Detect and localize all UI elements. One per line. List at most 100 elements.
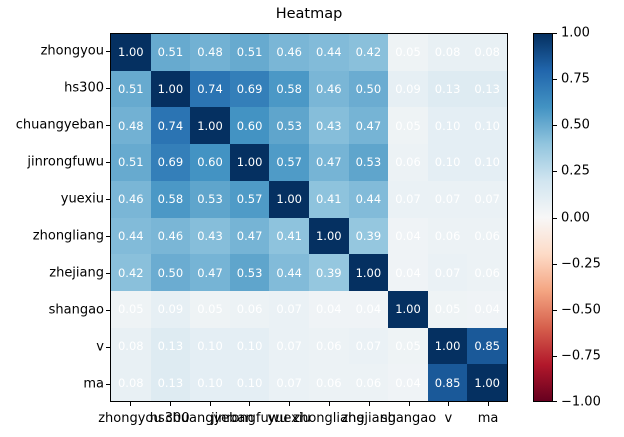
heatmap-cell: 0.07 bbox=[269, 290, 309, 328]
x-tick-label: ma bbox=[477, 411, 499, 426]
heatmap-cell: 0.04 bbox=[388, 217, 428, 255]
axis-tick bbox=[130, 402, 131, 406]
axis-tick bbox=[553, 79, 557, 80]
axis-tick bbox=[369, 402, 370, 406]
x-tick-label: yuexiu bbox=[267, 411, 311, 426]
colorbar-tick-label: −0.75 bbox=[561, 348, 601, 364]
heatmap-cell: 1.00 bbox=[150, 70, 191, 108]
heatmap-cell: 0.09 bbox=[388, 70, 428, 108]
heatmap-cell: 0.60 bbox=[190, 144, 230, 181]
axis-tick bbox=[210, 402, 211, 406]
heatmap-cell: 0.04 bbox=[388, 254, 428, 291]
y-tick-label: shangao bbox=[48, 302, 104, 318]
heatmap-cell: 0.57 bbox=[269, 144, 309, 181]
heatmap-cell: 1.00 bbox=[269, 180, 309, 218]
heatmap-cell: 0.41 bbox=[269, 217, 309, 255]
heatmap-cell: 0.05 bbox=[388, 107, 428, 145]
heatmap-cell: 0.04 bbox=[467, 290, 507, 328]
colorbar-tick-label: 0.00 bbox=[561, 210, 590, 225]
heatmap-cell: 0.46 bbox=[269, 34, 309, 71]
heatmap-cell: 0.50 bbox=[348, 70, 389, 108]
axis-tick bbox=[106, 347, 110, 348]
chart-title: Heatmap bbox=[275, 6, 343, 22]
heatmap-cell: 1.00 bbox=[229, 144, 270, 181]
heatmap-cell: 0.42 bbox=[111, 254, 151, 291]
heatmap-cell: 0.04 bbox=[308, 290, 349, 328]
heatmap-cell: 0.05 bbox=[427, 290, 468, 328]
axis-tick bbox=[553, 356, 557, 357]
heatmap-cell: 0.39 bbox=[308, 254, 349, 291]
heatmap-cell: 0.10 bbox=[467, 107, 507, 145]
heatmap-cell: 0.51 bbox=[150, 34, 191, 71]
heatmap-cell: 0.05 bbox=[111, 290, 151, 328]
heatmap-cell: 0.07 bbox=[427, 180, 468, 218]
y-tick-label: zhejiang bbox=[49, 265, 104, 281]
y-tick-label: yuexiu bbox=[60, 191, 104, 207]
heatmap-cell: 0.44 bbox=[348, 180, 389, 218]
heatmap-cell: 0.53 bbox=[229, 254, 270, 291]
colorbar-tick-label: −1.00 bbox=[561, 394, 601, 410]
heatmap-cell: 1.00 bbox=[308, 217, 349, 255]
heatmap-cell: 0.05 bbox=[388, 34, 428, 71]
heatmap-cell: 0.07 bbox=[269, 327, 309, 365]
heatmap-cell: 0.13 bbox=[427, 70, 468, 108]
x-tick-label: zhongyou bbox=[98, 411, 162, 426]
axis-tick bbox=[553, 218, 557, 219]
heatmap-cell: 0.85 bbox=[427, 364, 468, 401]
x-tick-label: zhejiang bbox=[341, 411, 397, 426]
heatmap-cell: 0.10 bbox=[190, 364, 230, 401]
y-tick-label: jinrongfuwu bbox=[27, 154, 104, 170]
heatmap-cell: 0.09 bbox=[150, 290, 191, 328]
colorbar-tick-label: −0.25 bbox=[561, 256, 601, 272]
heatmap-cell: 0.07 bbox=[348, 327, 389, 365]
heatmap-cell: 0.06 bbox=[308, 364, 349, 401]
heatmap-cell: 0.51 bbox=[111, 70, 151, 108]
heatmap-cell: 1.00 bbox=[467, 364, 507, 401]
x-tick-label: shangao bbox=[380, 411, 437, 426]
y-tick-label: hs300 bbox=[64, 80, 104, 96]
heatmap-cell: 0.10 bbox=[467, 144, 507, 181]
heatmap-cell: 0.53 bbox=[190, 180, 230, 218]
heatmap-cell: 0.13 bbox=[467, 70, 507, 108]
axis-tick bbox=[553, 401, 557, 402]
heatmap-cell: 0.60 bbox=[229, 107, 270, 145]
colorbar-tick-label: 0.25 bbox=[561, 163, 590, 179]
x-tick-label: chuangyeban bbox=[165, 411, 254, 426]
heatmap-cell: 0.85 bbox=[467, 327, 507, 365]
heatmap-cell: 0.53 bbox=[348, 144, 389, 181]
heatmap-cell: 0.06 bbox=[467, 254, 507, 291]
heatmap-cell: 0.44 bbox=[111, 217, 151, 255]
heatmap-cell: 0.69 bbox=[229, 70, 270, 108]
axis-tick bbox=[488, 402, 489, 406]
heatmap-cell: 1.00 bbox=[427, 327, 468, 365]
heatmap-cell: 0.58 bbox=[150, 180, 191, 218]
axis-tick bbox=[106, 125, 110, 126]
axis-tick bbox=[329, 402, 330, 406]
heatmap-cell: 0.41 bbox=[308, 180, 349, 218]
heatmap-cell: 0.69 bbox=[150, 144, 191, 181]
colorbar-tick-label: 0.50 bbox=[561, 117, 590, 133]
heatmap-cell: 0.06 bbox=[308, 327, 349, 365]
axis-tick bbox=[553, 310, 557, 311]
heatmap-cell: 0.08 bbox=[427, 34, 468, 71]
heatmap-cell: 1.00 bbox=[111, 34, 151, 71]
heatmap-cell: 0.48 bbox=[111, 107, 151, 145]
heatmap-cell: 0.39 bbox=[348, 217, 389, 255]
heatmap-cell: 0.04 bbox=[348, 290, 389, 328]
y-tick-label: zhongliang bbox=[32, 228, 104, 244]
heatmap-cell: 0.05 bbox=[388, 327, 428, 365]
axis-tick bbox=[106, 199, 110, 200]
heatmap-cell: 0.07 bbox=[427, 254, 468, 291]
heatmap-cell: 0.06 bbox=[229, 290, 270, 328]
axis-tick bbox=[106, 88, 110, 89]
heatmap-cell: 0.06 bbox=[348, 364, 389, 401]
heatmap-cell: 0.05 bbox=[190, 290, 230, 328]
heatmap-cell: 0.08 bbox=[111, 364, 151, 401]
heatmap-cell: 0.10 bbox=[427, 107, 468, 145]
axis-tick bbox=[106, 310, 110, 311]
colorbar-tick-label: −0.50 bbox=[561, 302, 601, 318]
axis-tick bbox=[409, 402, 410, 406]
axis-tick bbox=[106, 273, 110, 274]
heatmap-cell: 0.47 bbox=[308, 144, 349, 181]
